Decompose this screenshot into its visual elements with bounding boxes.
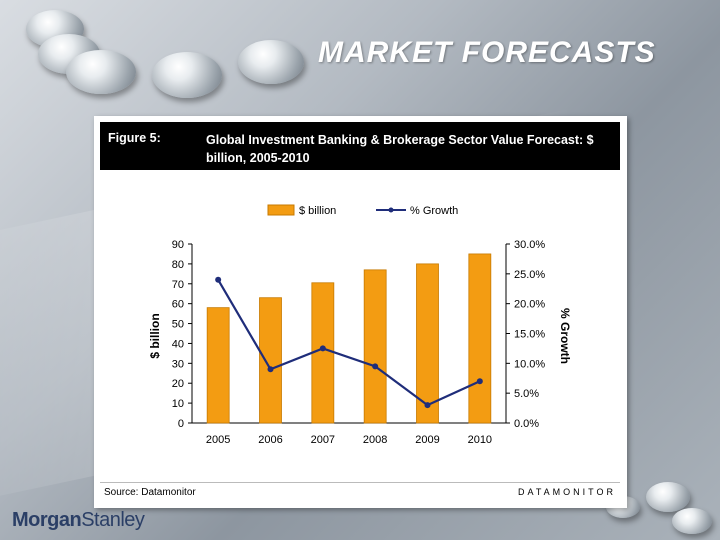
- y-tick-label: 60: [172, 299, 184, 311]
- vendor-mark: DATAMONITOR: [518, 487, 616, 497]
- bar: [311, 282, 335, 424]
- legend-bar-label: $ billion: [299, 205, 336, 217]
- figure-header: Figure 5: Global Investment Banking & Br…: [100, 122, 620, 170]
- y2-tick-label: 0.0%: [514, 418, 539, 430]
- figure-footer: Source: Datamonitor DATAMONITOR: [100, 482, 620, 503]
- x-tick-label: 2006: [258, 434, 282, 446]
- water-drop-icon: [646, 482, 690, 512]
- y-tick-label: 40: [172, 338, 184, 350]
- figure-source: Source: Datamonitor: [104, 487, 196, 498]
- x-tick-label: 2009: [415, 434, 439, 446]
- water-drop-icon: [672, 508, 712, 534]
- growth-point: [267, 366, 274, 373]
- y-tick-label: 50: [172, 319, 184, 331]
- x-tick-label: 2007: [311, 434, 335, 446]
- y-axis-label: $ billion: [148, 313, 162, 358]
- y-tick-label: 30: [172, 358, 184, 370]
- y2-tick-label: 15.0%: [514, 329, 545, 341]
- y-tick-label: 0: [178, 418, 184, 430]
- combo-chart: $ billion % Growth $ billion % Growth 0 1…: [148, 204, 572, 446]
- bar: [416, 263, 439, 424]
- x-tick-label: 2010: [468, 434, 492, 446]
- slide-title: MARKET FORECASTS: [318, 36, 656, 69]
- legend-line-label: % Growth: [410, 205, 458, 217]
- water-drop-icon: [66, 50, 136, 94]
- y-tick-label: 90: [172, 239, 184, 251]
- x-tick-label: 2008: [363, 434, 387, 446]
- y2-tick-label: 30.0%: [514, 239, 545, 251]
- y2-tick-label: 10.0%: [514, 358, 545, 370]
- bar: [206, 307, 230, 424]
- water-drop-icon: [152, 52, 222, 98]
- figure-panel: Figure 5: Global Investment Banking & Br…: [94, 116, 627, 508]
- water-drop-icon: [238, 40, 304, 84]
- company-logo: MorganStanley: [12, 509, 145, 532]
- y2-axis-label: % Growth: [558, 308, 572, 364]
- logo-part-2: Stanley: [81, 509, 145, 531]
- legend-line-marker: [388, 207, 394, 213]
- y-tick-label: 10: [172, 398, 184, 410]
- y2-tick-label: 5.0%: [514, 388, 539, 400]
- growth-point: [215, 276, 222, 283]
- growth-series-line: [217, 279, 481, 407]
- figure-label: Figure 5:: [108, 131, 161, 145]
- growth-point: [319, 345, 326, 352]
- x-tick-label: 2005: [206, 434, 230, 446]
- y-tick-label: 80: [172, 259, 184, 271]
- growth-point: [424, 402, 431, 409]
- y-tick-label: 20: [172, 378, 184, 390]
- bar: [363, 269, 387, 424]
- legend-bar-swatch: [267, 204, 295, 216]
- bar: [468, 253, 492, 424]
- bar: [259, 297, 282, 424]
- y-tick-label: 70: [172, 279, 184, 291]
- growth-point: [372, 363, 379, 370]
- y2-tick-label: 20.0%: [514, 299, 545, 311]
- logo-part-1: Morgan: [12, 509, 82, 531]
- y2-tick-label: 25.0%: [514, 269, 545, 281]
- growth-point: [476, 378, 483, 385]
- figure-title: Global Investment Banking & Brokerage Se…: [206, 133, 594, 165]
